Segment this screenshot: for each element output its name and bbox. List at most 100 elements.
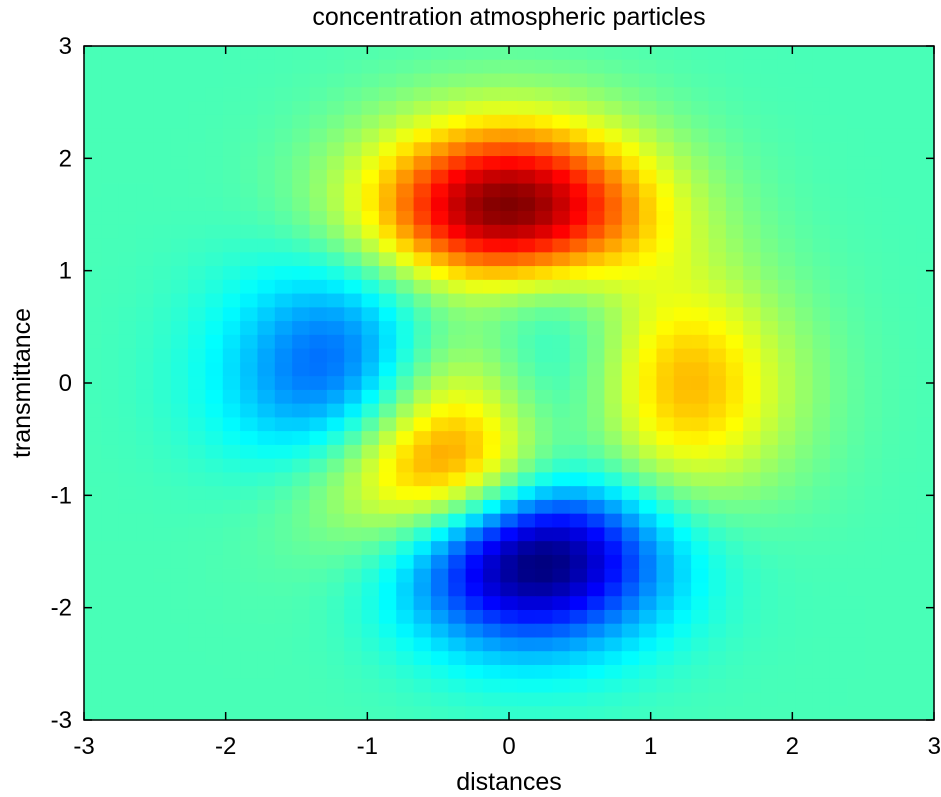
heatmap-cell [465,417,484,432]
heatmap-cell [326,46,345,61]
heatmap-cell [691,321,710,336]
heatmap-cell [500,554,519,570]
heatmap-cell [292,87,311,102]
heatmap-cell [656,197,675,212]
heatmap-cell [205,211,224,226]
heatmap-cell [101,59,120,75]
heatmap-cell [430,307,449,322]
heatmap-cell [222,114,241,130]
heatmap-cell [465,389,484,405]
heatmap-cell [743,156,762,171]
heatmap-cell [777,527,796,542]
heatmap-cell [795,568,814,584]
heatmap-cell [257,706,276,721]
heatmap-cell [656,142,675,157]
heatmap-cell [552,321,571,336]
heatmap-cell [136,73,154,88]
heatmap-cell [829,87,848,102]
heatmap-cell [430,73,449,88]
heatmap-cell [639,609,658,625]
heatmap-cell [101,156,120,171]
heatmap-cell [205,609,224,625]
heatmap-cell [864,403,883,418]
heatmap-cell [500,609,519,625]
heatmap-cell [864,678,883,694]
heatmap-cell [916,678,935,694]
heatmap-cell [916,403,935,418]
heatmap-cell [535,266,553,281]
heatmap-cell [240,609,259,625]
heatmap-cell [604,334,623,350]
heatmap-cell [569,527,588,542]
heatmap-cell [396,279,415,295]
heatmap-cell [847,541,866,556]
heatmap-cell [881,169,900,185]
heatmap-cell [725,266,744,281]
heatmap-cell [847,266,866,281]
heatmap-cell [899,706,918,721]
heatmap-cell [604,417,623,432]
heatmap-cell [587,362,606,377]
heatmap-cell [639,224,658,240]
heatmap-cell [743,321,762,336]
heatmap-cell [847,472,866,487]
heatmap-cell [864,527,883,542]
heatmap-cell [465,554,484,570]
heatmap-cell [188,376,207,391]
heatmap-cell [673,73,692,88]
heatmap-cell [881,637,900,652]
heatmap-cell [604,527,623,542]
heatmap-cell [639,596,658,611]
heatmap-cell [725,238,744,253]
heatmap-cell [673,458,692,474]
heatmap-cell [691,87,710,102]
heatmap-cell [188,568,207,584]
heatmap-cell [274,348,293,363]
heatmap-cell [309,142,328,157]
heatmap-cell [84,348,102,363]
heatmap-cell [326,348,345,363]
heatmap-cell [812,348,831,363]
heatmap-cell [482,73,501,88]
heatmap-cell [205,527,224,542]
heatmap-cell [326,527,345,542]
heatmap-cell [725,321,744,336]
heatmap-cell [847,554,866,570]
heatmap-cell [448,348,467,363]
heatmap-cell [309,73,328,88]
heatmap-cell [656,211,675,226]
heatmap-cell [847,692,866,707]
heatmap-cell [309,554,328,570]
heatmap-cell [153,609,172,625]
heatmap-cell [760,623,779,639]
heatmap-cell [795,197,814,212]
heatmap-cell [864,637,883,652]
heatmap-cell [847,183,866,198]
heatmap-cell [482,609,501,625]
heatmap-cell [708,458,727,474]
heatmap-cell [535,637,553,652]
heatmap-cell [881,156,900,171]
heatmap-cell [517,637,536,652]
heatmap-cell [656,513,675,529]
heatmap-cell [188,623,207,639]
heatmap-cell [552,417,571,432]
heatmap-cell [881,87,900,102]
heatmap-cell [188,156,207,171]
heatmap-cell [361,486,380,501]
heatmap-cell [482,348,501,363]
heatmap-cell [222,348,241,363]
heatmap-cell [292,554,311,570]
heatmap-cell [708,596,727,611]
heatmap-cell [309,596,328,611]
heatmap-cell [777,431,796,446]
heatmap-cell [205,472,224,487]
heatmap-cell [240,334,259,350]
heatmap-cell [136,87,154,102]
heatmap-cell [292,183,311,198]
heatmap-cell [899,403,918,418]
heatmap-cell [205,169,224,185]
heatmap-cell [847,128,866,143]
heatmap-cell [535,224,553,240]
heatmap-cell [708,321,727,336]
